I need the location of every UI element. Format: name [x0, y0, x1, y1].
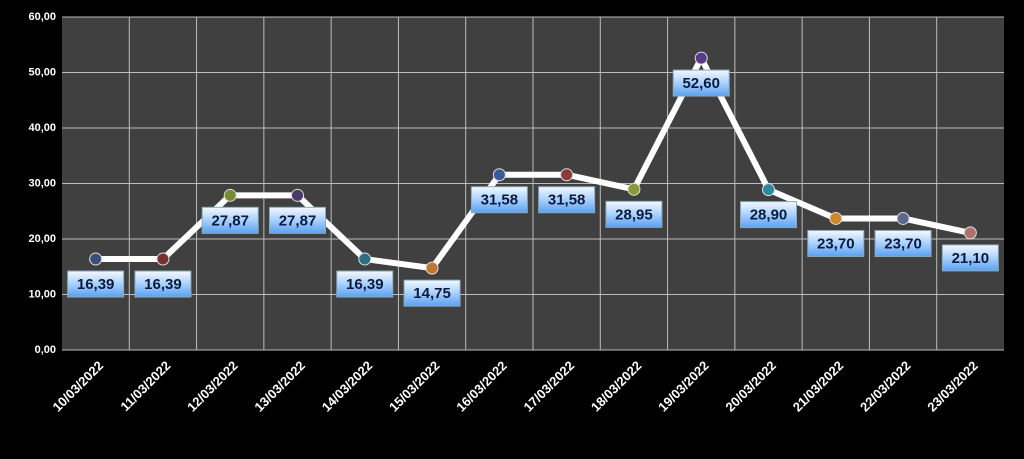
marker: [896, 211, 910, 225]
data-label: 31,58: [538, 186, 596, 214]
data-label-box: [740, 201, 797, 229]
data-label-box: [874, 229, 932, 257]
data-label-text: 23,70: [884, 235, 922, 252]
x-tick-label: 19/03/2022: [655, 358, 712, 415]
data-label-box: [201, 206, 259, 234]
data-label-box: [672, 69, 730, 97]
y-tick-label: 20,00: [28, 233, 56, 245]
data-label: 27,87: [269, 206, 326, 234]
data-label-text: 14,75: [413, 285, 451, 302]
x-tick-label: 22/03/2022: [857, 358, 914, 415]
marker: [560, 168, 574, 182]
data-label-text: 27,87: [211, 212, 249, 229]
y-tick-label: 30,00: [28, 177, 56, 189]
data-label-text: 27,87: [279, 212, 317, 229]
data-label: 28,90: [740, 201, 797, 229]
x-tick-label: 23/03/2022: [924, 358, 981, 415]
data-label: 21,10: [941, 244, 999, 272]
marker: [627, 182, 641, 196]
data-label: 14,75: [403, 279, 461, 307]
data-label: 23,70: [807, 229, 865, 257]
data-label: 28,95: [605, 200, 663, 228]
x-tick-label: 10/03/2022: [50, 358, 107, 415]
data-label: 16,39: [134, 270, 192, 298]
data-label-box: [134, 270, 192, 298]
y-tick-label: 0,00: [35, 344, 56, 356]
data-label-text: 28,90: [750, 207, 788, 224]
data-label-box: [538, 186, 596, 214]
data-label-box: [807, 229, 865, 257]
data-label-text: 52,60: [682, 75, 720, 92]
y-tick-label: 10,00: [28, 288, 56, 300]
data-label: 31,58: [470, 186, 528, 214]
data-label-text: 31,58: [481, 192, 519, 209]
marker: [829, 211, 843, 225]
data-label: 16,39: [336, 270, 394, 298]
x-tick-label: 12/03/2022: [184, 358, 241, 415]
marker: [425, 261, 439, 275]
data-label-box: [941, 244, 999, 272]
data-label-text: 16,39: [77, 276, 115, 293]
marker: [963, 226, 977, 240]
data-label: 23,70: [874, 229, 932, 257]
y-tick-label: 40,00: [28, 122, 56, 134]
x-tick-label: 13/03/2022: [251, 358, 308, 415]
marker: [358, 252, 372, 266]
data-label: 52,60: [672, 69, 730, 97]
marker: [492, 168, 506, 182]
x-tick-label: 21/03/2022: [790, 358, 847, 415]
data-label-box: [470, 186, 528, 214]
x-tick-label: 18/03/2022: [588, 358, 645, 415]
data-label-box: [403, 279, 461, 307]
y-tick-label: 50,00: [28, 66, 56, 78]
data-label-text: 21,10: [952, 250, 990, 267]
y-tick-label: 60,00: [28, 11, 56, 23]
x-tick-label: 14/03/2022: [319, 358, 376, 415]
x-tick-label: 11/03/2022: [117, 358, 173, 414]
x-tick-label: 16/03/2022: [453, 358, 510, 415]
data-label-text: 23,70: [817, 235, 855, 252]
marker: [291, 188, 304, 202]
data-label-text: 16,39: [346, 276, 384, 293]
data-label-text: 28,95: [615, 206, 653, 223]
marker: [694, 51, 708, 65]
data-label-text: 16,39: [144, 276, 182, 293]
marker: [762, 183, 775, 197]
line: [95, 55, 971, 272]
data-label-box: [67, 270, 125, 298]
data-label-text: 31,58: [548, 192, 586, 209]
x-tick-label: 17/03/2022: [521, 358, 578, 415]
marker: [223, 188, 237, 202]
data-label: 27,87: [201, 206, 259, 234]
x-tick-label: 20/03/2022: [722, 358, 779, 415]
marker: [89, 252, 103, 266]
marker: [156, 252, 170, 266]
x-tick-label: 15/03/2022: [386, 358, 443, 415]
data-label-box: [605, 200, 663, 228]
data-label-box: [269, 206, 326, 234]
data-label-box: [336, 270, 394, 298]
data-label: 16,39: [67, 270, 125, 298]
